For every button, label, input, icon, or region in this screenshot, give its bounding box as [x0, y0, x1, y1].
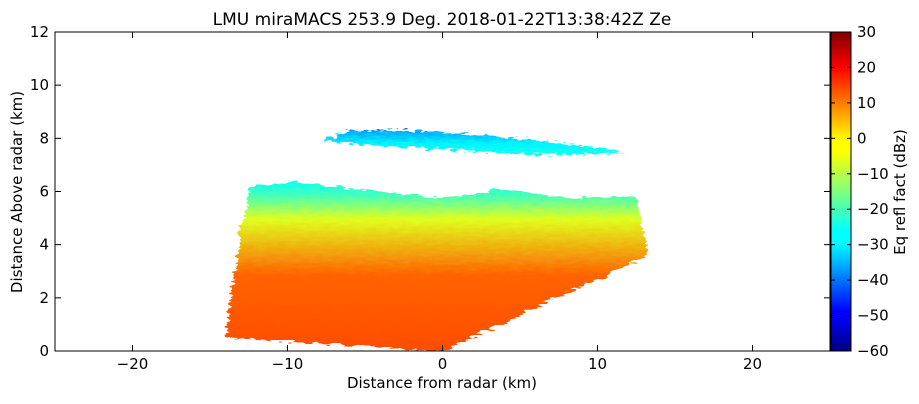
y-axis-label: Distance Above radar (km)	[8, 91, 26, 293]
y-tick-label: 10	[30, 76, 49, 94]
colorbar	[830, 31, 852, 352]
x-tick-label: 20	[743, 355, 762, 373]
colorbar-tick-label: −20	[857, 200, 889, 218]
colorbar-tick-label: 20	[857, 58, 876, 76]
colorbar-tick-label: 10	[857, 94, 876, 112]
reflectivity-field	[225, 130, 649, 351]
y-tick-label: 8	[39, 129, 49, 147]
x-tick-label: −10	[272, 355, 304, 373]
y-axis: 0 2 4 6 8 10 12	[30, 23, 830, 360]
y-tick-label: 4	[39, 236, 49, 254]
colorbar-axis: 30 20 10 0 −10 −20 −30 −40 −50 −60	[831, 23, 889, 360]
upper-cloud-layer	[321, 130, 624, 155]
x-tick-label: −20	[117, 355, 149, 373]
colorbar-tick-label: −60	[857, 342, 889, 360]
y-tick-label: 12	[30, 23, 49, 41]
colorbar-tick-label: −30	[857, 236, 889, 254]
colorbar-tick-label: 30	[857, 23, 876, 41]
colorbar-tick-label: −50	[857, 307, 889, 325]
lower-cloud-layer	[225, 182, 649, 351]
x-tick-label: 0	[438, 355, 448, 373]
colorbar-label: Eq refl fact (dBz)	[891, 129, 909, 255]
x-tick-label: 10	[588, 355, 607, 373]
colorbar-tick-label: 0	[857, 129, 867, 147]
x-axis-label: Distance from radar (km)	[347, 374, 537, 392]
x-axis: −20 −10 0 10 20	[117, 32, 762, 373]
y-tick-label: 0	[39, 342, 49, 360]
colorbar-tick-label: −10	[857, 165, 889, 183]
y-tick-label: 6	[39, 183, 49, 201]
y-tick-label: 2	[39, 289, 49, 307]
chart-title: LMU miraMACS 253.9 Deg. 2018-01-22T13:38…	[213, 10, 672, 30]
colorbar-tick-label: −40	[857, 271, 889, 289]
